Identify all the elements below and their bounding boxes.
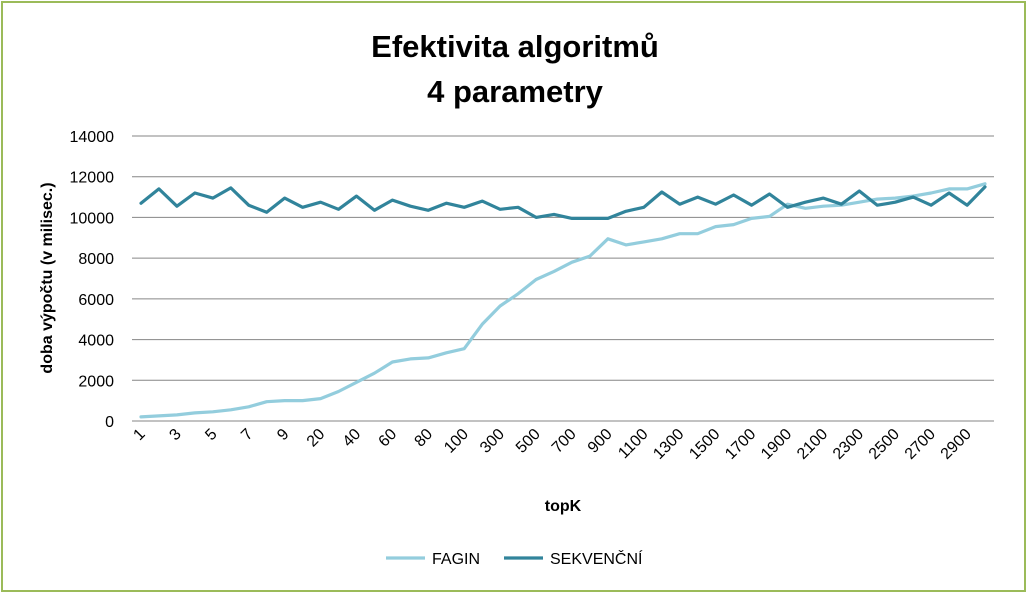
grid-lines	[132, 135, 994, 422]
x-tick-label: 500	[513, 426, 544, 457]
y-tick-label: 4000	[78, 333, 114, 350]
x-tick-label: 1900	[758, 426, 795, 463]
x-tick-label: 2500	[866, 426, 903, 463]
y-axis-title: doba výpočtu (v milisec.)	[39, 182, 56, 373]
x-tick-label: 80	[412, 426, 437, 451]
series-lines	[139, 182, 987, 419]
x-tick-label: 1500	[686, 426, 723, 463]
x-tick-label: 900	[585, 426, 616, 457]
x-tick-label: 1100	[615, 426, 651, 462]
y-tick-label: 6000	[78, 292, 114, 309]
x-tick-label: 2700	[902, 426, 939, 463]
x-tick-label: 9	[274, 426, 292, 444]
y-axis-ticks: 0 2000 4000 6000 8000 10000 12000 14000	[70, 129, 115, 431]
x-tick-label: 1700	[722, 426, 759, 463]
x-tick-label: 2900	[938, 426, 975, 463]
x-axis-title: topK	[545, 498, 582, 515]
x-tick-label: 7	[238, 426, 256, 444]
x-tick-label: 3	[166, 426, 184, 444]
y-tick-label: 10000	[70, 210, 115, 227]
legend-label: FAGIN	[432, 551, 480, 568]
chart-title-line-2: 4 parametry	[427, 74, 604, 109]
legend-label: SEKVENČNÍ	[550, 549, 643, 568]
legend: FAGIN SEKVENČNÍ	[386, 549, 643, 568]
x-tick-label: 5	[202, 426, 220, 444]
chart-title-line-1: Efektivita algoritmů	[371, 29, 659, 64]
y-tick-label: 0	[105, 414, 114, 431]
x-tick-label: 300	[477, 426, 508, 457]
y-tick-label: 12000	[70, 170, 115, 187]
series-line-sekven-n-	[139, 185, 987, 220]
x-tick-label: 20	[304, 426, 329, 451]
x-tick-label: 700	[549, 426, 580, 457]
x-tick-label: 2100	[794, 426, 831, 463]
x-tick-label: 100	[441, 426, 472, 457]
x-tick-label: 1	[130, 426, 148, 444]
y-tick-label: 14000	[70, 129, 115, 146]
x-tick-label: 2300	[830, 426, 867, 463]
x-axis-ticks: 1 3 5 7 9 20 40 60 80 100 300 500 700 900 110013001500…	[130, 426, 974, 463]
y-tick-label: 8000	[78, 251, 114, 268]
y-tick-label: 2000	[78, 373, 114, 390]
x-tick-label: 1300	[650, 426, 687, 463]
series-line-fagin	[139, 182, 987, 419]
line-chart: Efektivita algoritmů 4 parametry 0 2000 40…	[39, 29, 994, 568]
x-tick-label: 40	[340, 426, 365, 451]
x-tick-label: 60	[376, 426, 401, 451]
